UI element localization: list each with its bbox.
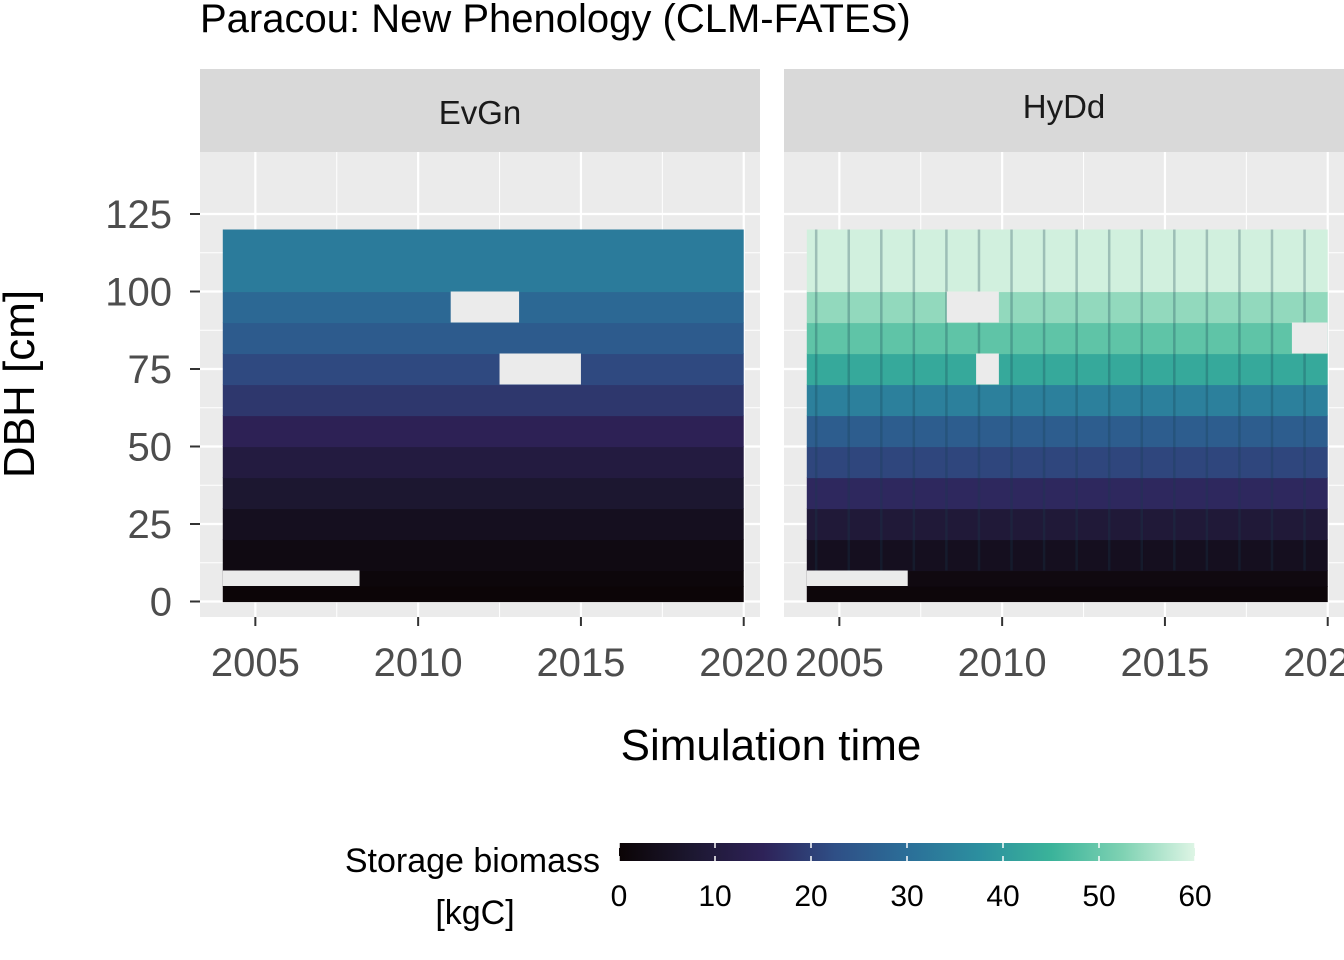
heatmap-cell [806, 291, 1328, 324]
chart-title: Paracou: New Phenology (CLM-FATES) [200, 0, 911, 41]
missing-cell [450, 291, 520, 323]
heatmap-cell [222, 508, 744, 541]
heatmap-cell [806, 415, 1328, 448]
legend-tick-label: 10 [698, 880, 731, 913]
heatmap-cell [222, 415, 744, 448]
heatmap-cell [222, 539, 744, 572]
seasonal-stripe [1042, 229, 1046, 571]
missing-cell [976, 353, 999, 385]
x-tick-label: 2015 [536, 641, 625, 685]
heatmap-cell [806, 229, 1328, 293]
missing-cell [222, 570, 360, 586]
seasonal-stripe [912, 229, 916, 571]
heatmap-cell [806, 539, 1328, 572]
seasonal-stripe [1075, 229, 1078, 571]
seasonal-stripe [1140, 229, 1144, 571]
heatmap-cell [222, 353, 744, 386]
heatmap-cell [806, 586, 1328, 603]
legend-tick-label: 30 [890, 880, 923, 913]
legend-title: Storage biomass [345, 842, 600, 880]
seasonal-stripe [1238, 229, 1241, 571]
panel-strip [784, 69, 1344, 152]
x-tick-label: 2015 [1120, 641, 1209, 685]
y-tick-label: 75 [128, 348, 173, 392]
seasonal-stripe [880, 229, 883, 571]
x-tick-label: 2020 [699, 641, 788, 685]
heatmap-cell [806, 322, 1328, 355]
y-tick-label: 100 [105, 271, 172, 315]
x-tick-label: 2005 [795, 641, 884, 685]
seasonal-stripe [1173, 229, 1176, 571]
panel-strip-label: HyDd [1023, 88, 1106, 125]
seasonal-stripe [1270, 229, 1274, 571]
legend-tick-label: 60 [1178, 880, 1211, 913]
heatmap-cell [222, 229, 744, 293]
missing-cell [1291, 322, 1328, 354]
heatmap-cell [222, 586, 744, 603]
missing-cell [499, 353, 581, 385]
legend-tick-label: 20 [794, 880, 827, 913]
seasonal-stripe [814, 229, 818, 571]
y-tick-label: 0 [150, 581, 172, 625]
seasonal-stripe [1205, 229, 1209, 571]
legend-colorbar [619, 843, 1195, 861]
y-axis: 0 25 50 75 100 125 [105, 193, 200, 625]
heatmap-cell [806, 384, 1328, 417]
missing-cell [806, 570, 908, 586]
seasonal-stripe [1303, 229, 1306, 571]
heatmap-cell [222, 446, 744, 479]
y-tick-label: 50 [128, 426, 173, 470]
heatmap-cell [222, 384, 744, 417]
panel-strip [200, 69, 760, 152]
x-tick-label: 2020 [1283, 641, 1344, 685]
seasonal-stripe [1010, 229, 1013, 571]
legend-tick-label: 40 [986, 880, 1019, 913]
y-tick-label: 25 [128, 503, 173, 547]
x-tick-label: 2005 [211, 641, 300, 685]
y-axis-title: DBH [cm] [0, 290, 44, 478]
color-legend: Storage biomass [kgC] 0 10 20 30 40 50 60 [345, 842, 1212, 932]
heatmap-cell [222, 322, 744, 355]
panel-evgn: EvGn 2005 2010 2015 2020 [200, 69, 788, 685]
heatmap-cell [806, 508, 1328, 541]
x-tick-label: 2010 [958, 641, 1047, 685]
x-tick-label: 2010 [374, 641, 463, 685]
heatmap-cell [806, 446, 1328, 479]
seasonal-stripe [847, 229, 850, 571]
y-tick-label: 125 [105, 193, 172, 237]
seasonal-stripe [977, 229, 981, 571]
heatmap-cell [806, 570, 1328, 587]
legend-tick-label: 50 [1082, 880, 1115, 913]
seasonal-stripe [1107, 229, 1111, 571]
heatmap-cell [222, 477, 744, 510]
legend-title-unit: [kgC] [435, 894, 514, 932]
heatmap-cell [806, 353, 1328, 386]
panel-strip-label: EvGn [439, 94, 522, 131]
seasonal-stripe [945, 229, 948, 571]
legend-tick-label: 0 [611, 880, 628, 913]
missing-cell [946, 291, 999, 323]
panel-hydd: HyDd 2005 2010 2015 2020 [784, 69, 1344, 685]
x-axis-title: Simulation time [621, 721, 922, 770]
heatmap-cell [806, 477, 1328, 510]
